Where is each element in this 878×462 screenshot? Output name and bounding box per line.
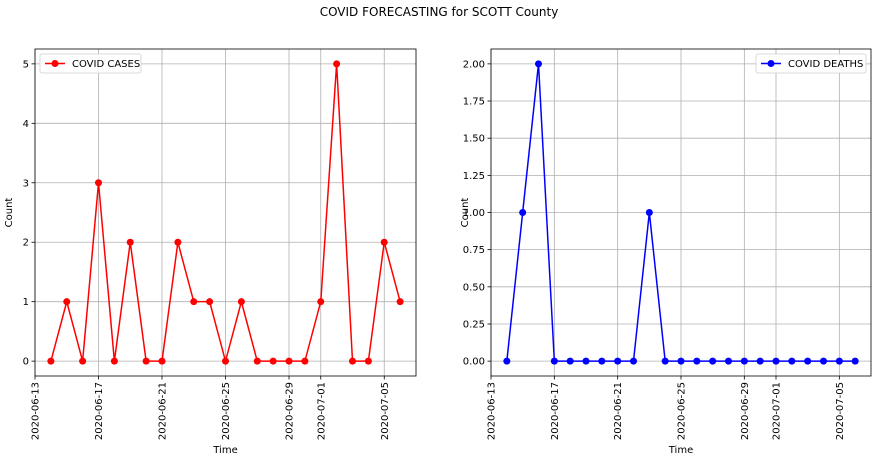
y-tick-label: 0.25 — [463, 319, 485, 330]
y-tick-label: 2 — [23, 238, 29, 249]
data-point — [237, 298, 245, 306]
data-point — [396, 298, 404, 306]
data-point — [206, 298, 214, 306]
data-point — [285, 357, 293, 365]
x-tick-label: 2020-06-17 — [550, 382, 561, 440]
data-point — [677, 357, 685, 365]
data-point — [788, 357, 796, 365]
data-point — [190, 298, 198, 306]
x-tick-label: 2020-06-29 — [285, 382, 296, 440]
x-tick-label: 2020-07-01 — [316, 382, 327, 440]
data-point — [63, 298, 71, 306]
data-point — [380, 238, 388, 246]
data-point — [598, 357, 606, 365]
data-point — [804, 357, 812, 365]
axes-frame — [490, 48, 872, 377]
data-point — [756, 357, 764, 365]
y-tick-label: 1.00 — [463, 208, 485, 219]
legend-box — [39, 53, 142, 74]
data-point — [349, 357, 356, 365]
x-tick-label: 2020-06-25 — [221, 382, 232, 440]
data-point — [364, 357, 372, 365]
legend-marker — [51, 60, 59, 67]
y-axis-label: Count — [460, 198, 471, 228]
data-point — [47, 357, 55, 365]
axes-frame — [34, 48, 417, 377]
data-point — [582, 357, 590, 365]
y-tick-label: 1 — [23, 297, 29, 308]
y-tick-label: 0 — [23, 357, 29, 368]
legend-label: COVID DEATHS — [788, 59, 863, 70]
data-point — [79, 357, 87, 365]
y-tick-label: 4 — [23, 119, 29, 130]
y-axis-label: Count — [4, 198, 15, 228]
data-point — [535, 60, 542, 68]
x-tick-label: 2020-06-25 — [677, 382, 688, 440]
data-point — [566, 357, 574, 365]
legend-label: COVID CASES — [72, 59, 140, 70]
data-point — [317, 298, 325, 306]
data-point — [253, 357, 261, 365]
y-tick-label: 0.50 — [463, 282, 485, 293]
y-tick-label: 3 — [23, 178, 29, 189]
x-tick-label: 2020-07-01 — [772, 382, 783, 440]
data-point — [645, 209, 653, 216]
data-point — [174, 238, 182, 246]
data-point — [333, 60, 341, 68]
y-tick-label: 2.00 — [463, 59, 485, 70]
x-tick-label: 2020-06-13 — [487, 382, 498, 440]
legend-marker — [767, 60, 775, 67]
x-tick-label: 2020-07-05 — [380, 382, 391, 440]
data-point — [661, 357, 669, 365]
legend-box — [755, 53, 867, 74]
data-point — [158, 357, 166, 365]
x-tick-label: 2020-06-17 — [94, 382, 105, 440]
y-tick-label: 5 — [23, 59, 29, 70]
data-point — [519, 209, 527, 216]
data-point — [126, 238, 134, 246]
data-point — [851, 357, 859, 365]
data-point — [95, 179, 102, 187]
chart-panel-2: 0.00 0.25 0.50 0.75 1.00 1.25 1.50 1.75 2.00 2020… — [460, 48, 872, 456]
data-point — [709, 357, 717, 365]
data-point — [550, 357, 558, 365]
data-point — [835, 357, 843, 365]
y-tick-label: 1.25 — [463, 171, 485, 182]
data-point — [301, 357, 309, 365]
data-point — [772, 357, 780, 365]
data-point — [142, 357, 150, 365]
data-point — [740, 357, 748, 365]
x-tick-label: 2020-06-21 — [158, 382, 169, 440]
data-point — [269, 357, 277, 365]
data-point — [222, 357, 229, 365]
y-tick-label: 0.00 — [463, 357, 485, 368]
x-axis-label: Time — [212, 445, 237, 456]
data-point — [693, 357, 701, 365]
data-point — [110, 357, 118, 365]
data-point — [820, 357, 827, 365]
x-tick-label: 2020-07-05 — [835, 382, 846, 440]
chart-panel-1: 0 1 2 3 4 5 2020-06-13 2020-06-17 2020-06-21 2020… — [4, 48, 417, 456]
data-point — [630, 357, 637, 365]
x-tick-label: 2020-06-13 — [31, 382, 42, 440]
y-tick-label: 1.50 — [463, 134, 485, 145]
x-axis-label: Time — [668, 445, 693, 456]
figure-title: COVID FORECASTING for SCOTT County — [319, 5, 559, 19]
data-point — [614, 357, 622, 365]
x-tick-label: 2020-06-29 — [740, 382, 751, 440]
y-tick-label: 1.75 — [463, 97, 485, 108]
data-point — [725, 357, 732, 365]
y-tick-label: 0.75 — [463, 245, 485, 256]
x-tick-label: 2020-06-21 — [613, 382, 624, 440]
data-point — [503, 357, 511, 365]
